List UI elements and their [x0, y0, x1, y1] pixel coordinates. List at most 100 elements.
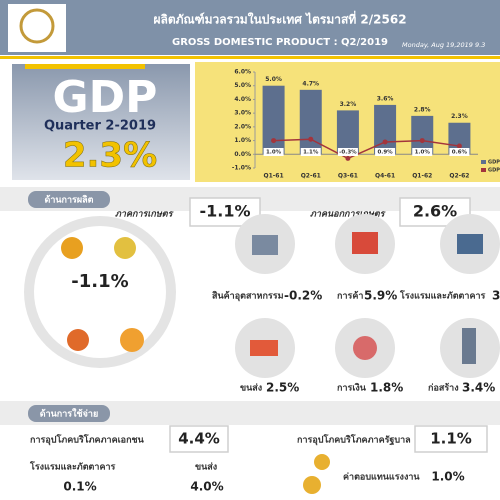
icon-fruit	[61, 237, 83, 259]
summary-box	[12, 64, 190, 180]
icon-crane	[462, 328, 476, 364]
line-label-box	[375, 148, 396, 156]
line-label: 1.1%	[303, 150, 319, 156]
summary-value: 2.3%	[63, 136, 157, 176]
item-label: ขนส่ง	[195, 462, 217, 473]
item-label: การเงิน	[337, 383, 367, 394]
bar	[299, 89, 322, 155]
bar-label: 2.8%	[414, 106, 431, 113]
y-tick-label: 3.0%	[234, 110, 251, 117]
section-label: ด้านการใช้จ่าย	[40, 408, 99, 420]
header-title: ผลิตภัณฑ์มวลรวมในประเทศ ไตรมาสที่ 2/2562	[153, 11, 406, 27]
icon-piggy	[353, 336, 377, 360]
agriculture-circle-value: -1.1%	[71, 271, 128, 292]
line-label: -0.3%	[339, 150, 357, 156]
non-agriculture-value: 2.6%	[413, 202, 457, 221]
y-tick-label: 6.0%	[234, 69, 251, 76]
bar	[374, 104, 397, 155]
value-box	[169, 425, 229, 453]
item-label: สินค้าอุตสาหกรรม	[211, 291, 283, 302]
bar	[448, 122, 471, 155]
section-label: ด้านการผลิต	[44, 195, 93, 206]
bar-label: 5.0%	[265, 76, 282, 83]
line-label: 1.0%	[266, 150, 282, 156]
bar-label: 2.3%	[451, 113, 468, 120]
non-agriculture-label: ภาคนอกการเกษตร	[310, 210, 387, 220]
header-bar	[0, 0, 500, 55]
agriculture-label: ภาคการเกษตร	[115, 210, 175, 220]
x-tick-label: Q4-61	[375, 173, 395, 180]
chart: 6.0% 5.0% 4.0% 3.0% 2.0% 1.0% 0.0% -1.0% Q1-61 Q2…	[232, 69, 500, 180]
line-label-box	[263, 148, 284, 156]
line	[273, 138, 460, 160]
icon-shrimp	[67, 329, 89, 351]
icon-truck	[250, 340, 278, 356]
summary-period: Quarter 2-2019	[44, 119, 156, 134]
y-tick-label: 1.0%	[234, 137, 251, 144]
line-point	[382, 139, 388, 145]
bar	[262, 85, 285, 155]
x-tick-label: Q2-62	[449, 173, 469, 180]
item-value: 3	[492, 289, 500, 303]
bar-label: 3.2%	[340, 101, 357, 108]
x-tick-label: Q1-62	[412, 173, 432, 180]
item-label: โรงแรมและภัตตาคาร	[399, 290, 486, 302]
line-label-box	[337, 148, 358, 156]
x-tick-label: Q3-61	[338, 173, 358, 180]
line-point	[345, 155, 351, 161]
item-label: ก่อสร้าง	[428, 383, 459, 394]
agriculture-value: -1.1%	[199, 202, 250, 221]
legend-swatch	[481, 168, 486, 172]
logo-mark	[19, 8, 55, 44]
y-tick-label: 0.0%	[234, 151, 251, 158]
divider	[0, 56, 500, 59]
icon-coin	[303, 476, 321, 494]
icon-factory	[252, 235, 278, 255]
item-label: ค่าตอบแทนแรงงาน	[343, 472, 420, 483]
government-label: การอุปโภคบริโภคภาครัฐบาล	[297, 434, 411, 446]
item-value: -0.2%	[284, 289, 322, 303]
line-point	[419, 138, 425, 144]
x-tick-label: Q2-61	[301, 173, 321, 180]
icon-shop	[352, 232, 378, 254]
line-label-box	[300, 148, 321, 156]
header-subtitle: GROSS DOMESTIC PRODUCT : Q2/2019	[172, 37, 388, 48]
private-label: การอุปโภคบริโภคภาคเอกชน	[30, 434, 145, 446]
value-box	[414, 425, 488, 453]
line-label: 1.0%	[415, 150, 431, 156]
line-label-box	[449, 148, 470, 156]
icon-hotel	[457, 234, 483, 254]
government-value: 1.1%	[430, 430, 472, 448]
legend-swatch	[481, 160, 486, 164]
line-point	[308, 136, 314, 142]
legend-label: GDP	[488, 160, 500, 166]
y-tick-label: 5.0%	[234, 82, 251, 89]
item-value: 3.4%	[462, 381, 495, 395]
summary-accent	[25, 64, 145, 69]
item-value: 5.9%	[364, 289, 397, 303]
logo	[8, 4, 66, 52]
legend-label: GDP	[488, 168, 500, 174]
line-point	[271, 138, 277, 144]
icon-coin	[314, 454, 330, 470]
item-value: 4.0%	[190, 480, 223, 494]
summary-title: GDP	[53, 72, 158, 123]
item-label: การค้า	[337, 291, 363, 302]
icon-fish	[120, 328, 144, 352]
bar	[411, 115, 434, 155]
section-pill	[28, 191, 110, 208]
line-label: 0.9%	[377, 150, 393, 156]
y-tick-label: 4.0%	[234, 96, 251, 103]
header-date: Monday, Aug 19,2019 9.3	[402, 41, 485, 49]
bar	[336, 110, 359, 155]
y-tick-label: 2.0%	[234, 123, 251, 130]
bar-label: 3.6%	[377, 95, 394, 102]
icon-rice	[114, 237, 136, 259]
line-label: 0.6%	[452, 150, 468, 156]
item-value: 1.8%	[370, 381, 403, 395]
agriculture-circle-inner	[34, 226, 166, 358]
section-pill	[28, 405, 110, 422]
item-value: 0.1%	[63, 480, 96, 494]
item-label: ขนส่ง	[240, 383, 262, 394]
